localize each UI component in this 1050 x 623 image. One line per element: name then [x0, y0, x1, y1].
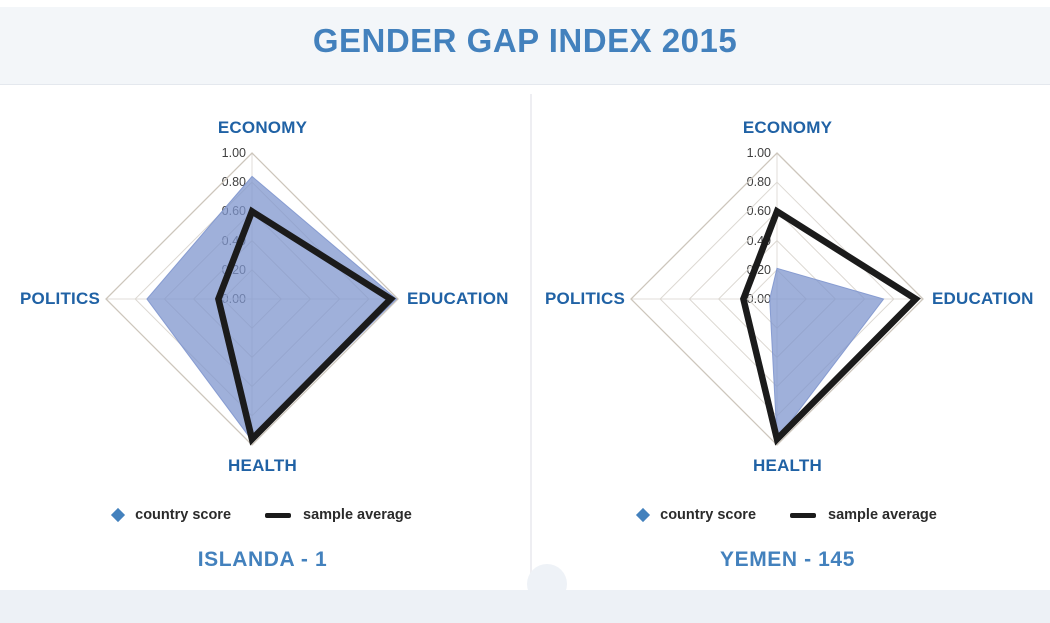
axis-label-economy: ECONOMY [217, 118, 308, 137]
panel-divider [530, 94, 532, 586]
radar-chart-islanda [105, 152, 399, 446]
axis-label-politics: POLITICS [545, 289, 625, 308]
axis-label-health: HEALTH [753, 456, 822, 475]
legend-item-country-score: country score [636, 507, 757, 523]
tick-label: 1.00 [221, 146, 246, 160]
axis-label-health: HEALTH [228, 456, 297, 475]
diamond-marker-icon [636, 507, 651, 523]
axis-label-education: EDUCATION [932, 289, 1034, 308]
sample-average-line [740, 206, 921, 446]
sample-average-line [215, 206, 396, 446]
country-title-yemen: YEMEN - 145 [720, 548, 855, 571]
tick-label: 0.60 [746, 204, 771, 218]
radar-chart-yemen [630, 152, 924, 446]
chart-panel-islanda: ECONOMY 1.00 0.80 0.60 0.40 0.20 0.00 ED… [0, 84, 525, 590]
grid-ring [630, 152, 924, 446]
legend-label: sample average [303, 507, 412, 523]
legend: country score sample average [0, 507, 525, 523]
legend: country score sample average [525, 507, 1050, 523]
legend-label: country score [660, 507, 757, 523]
legend-item-sample-average: sample average [265, 507, 412, 523]
legend-item-country-score: country score [111, 507, 232, 523]
dash-marker-icon [790, 512, 817, 518]
footer-band [0, 590, 1050, 623]
chart-panel-yemen: ECONOMY 1.00 0.80 0.60 0.40 0.20 0.00 ED… [525, 84, 1050, 590]
country-score-area [769, 267, 885, 441]
grid-ring [105, 152, 399, 446]
axis-label-education: EDUCATION [407, 289, 509, 308]
tick-label: 0.80 [221, 175, 246, 189]
page-title: GENDER GAP INDEX 2015 [312, 22, 738, 59]
dash-marker-icon [265, 512, 292, 518]
legend-item-sample-average: sample average [790, 507, 937, 523]
country-title-islanda: ISLANDA - 1 [197, 548, 328, 571]
tick-label: 1.00 [746, 146, 771, 160]
diamond-marker-icon [111, 507, 126, 523]
header-band [0, 7, 1050, 85]
axis-label-economy: ECONOMY [742, 118, 833, 137]
tick-label: 0.80 [746, 175, 771, 189]
axis-label-politics: POLITICS [20, 289, 100, 308]
country-score-area [146, 175, 398, 442]
legend-label: sample average [828, 507, 937, 523]
legend-label: country score [135, 507, 232, 523]
